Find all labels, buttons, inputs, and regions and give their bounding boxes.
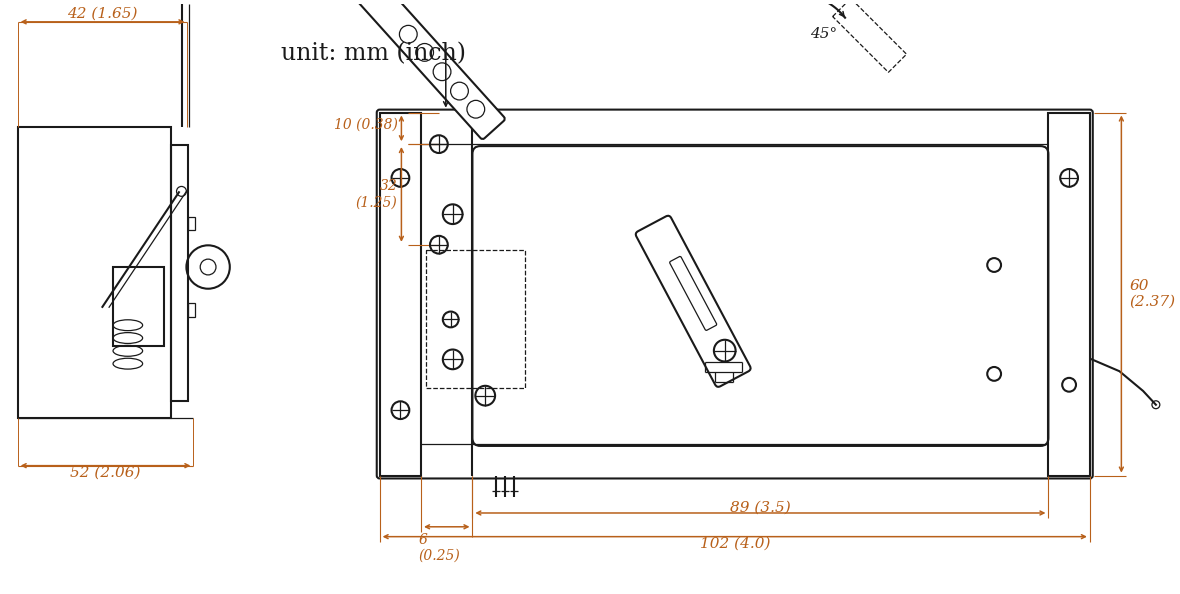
Text: 89 (3.5): 89 (3.5)	[730, 501, 791, 515]
Text: 52 (2.06): 52 (2.06)	[71, 466, 140, 479]
Bar	[189, 304, 195, 317]
Bar	[833, 0, 906, 72]
Bar	[171, 145, 189, 400]
Text: 32
(1.25): 32 (1.25)	[355, 179, 398, 210]
Bar	[1048, 113, 1090, 476]
Text: 42 (1.65): 42 (1.65)	[67, 7, 138, 21]
Text: 10 (0.38): 10 (0.38)	[334, 118, 398, 131]
Bar	[426, 251, 525, 388]
Text: unit: mm (inch): unit: mm (inch)	[281, 42, 466, 65]
Text: 60
(2.37): 60 (2.37)	[1129, 279, 1175, 309]
FancyBboxPatch shape	[636, 216, 750, 387]
Text: 102 (4.0): 102 (4.0)	[700, 536, 771, 551]
FancyBboxPatch shape	[670, 257, 716, 330]
FancyBboxPatch shape	[358, 0, 505, 139]
Bar	[18, 127, 171, 418]
Bar	[189, 217, 195, 230]
Text: 45°: 45°	[809, 27, 837, 40]
Text: 6
(0.25): 6 (0.25)	[418, 533, 460, 563]
Bar	[380, 113, 421, 476]
Bar	[112, 267, 164, 346]
